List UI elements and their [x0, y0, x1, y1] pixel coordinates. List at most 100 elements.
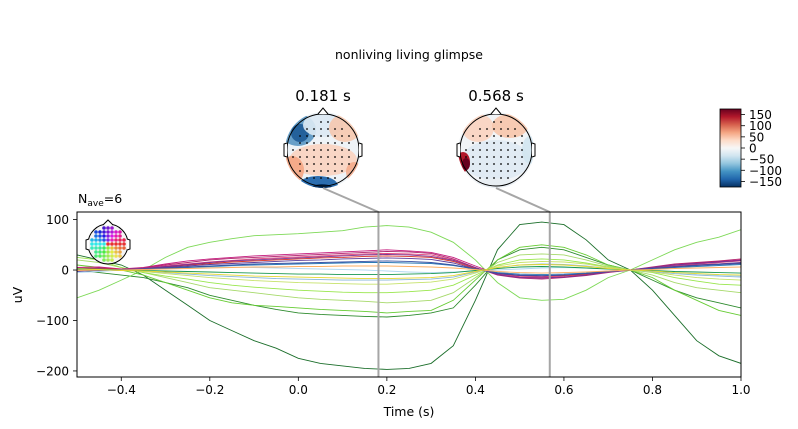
inset-sensor-dot [102, 226, 106, 230]
inset-sensor-dot [94, 246, 98, 250]
sensor-dot [348, 142, 350, 144]
sensor-dot [486, 156, 488, 158]
y-tick-label: −100 [36, 314, 69, 328]
sensor-dot [514, 128, 516, 130]
sensor-dot [348, 149, 350, 151]
sensor-dot [500, 128, 502, 130]
sensor-dot [514, 163, 516, 165]
inset-sensor-dot [106, 226, 110, 230]
x-tick-label: 0.4 [466, 383, 485, 397]
inset-sensor-dot [98, 250, 102, 254]
inset-sensor-dot [106, 258, 110, 262]
sensor-dot [479, 170, 481, 172]
sensor-dot [334, 177, 336, 179]
sensor-dot [493, 170, 495, 172]
inset-sensor-dot [94, 242, 98, 246]
inset-sensor-dot [98, 234, 102, 238]
sensor-dot [320, 170, 322, 172]
inset-sensor-dot [94, 230, 98, 234]
connector-1 [322, 187, 379, 213]
sensor-dot [334, 149, 336, 151]
topomap-2-field [458, 112, 534, 188]
y-axis-label: uV [10, 286, 25, 303]
inset-sensor-dot [110, 254, 114, 258]
colorbar-gradient [719, 108, 742, 188]
butterfly-plot: −0.4 −0.2 0.0 0.2 0.4 0.6 0.8 1.0 1000−100−200 … [10, 191, 751, 419]
sensor-dot [341, 163, 343, 165]
sensor-dot [327, 135, 329, 137]
sensor-dot [327, 121, 329, 123]
x-tick-label: 0.2 [377, 383, 396, 397]
sensor-dot [493, 156, 495, 158]
inset-sensor-dot [90, 242, 94, 246]
sensor-dot [479, 163, 481, 165]
sensor-dot [507, 163, 509, 165]
topomap-1-time-label: 0.181 s [295, 87, 351, 105]
inset-sensor-dot [110, 246, 114, 250]
nave-annotation: Nave=6 [78, 191, 122, 209]
inset-sensor-dot [106, 250, 110, 254]
sensor-dot [521, 142, 523, 144]
inset-sensor-dot [98, 238, 102, 242]
inset-sensor-dot [98, 254, 102, 258]
sensor-dot [493, 149, 495, 151]
sensor-dot [299, 170, 301, 172]
sensor-dot [507, 128, 509, 130]
inset-sensor-dot [118, 250, 122, 254]
sensor-dot [341, 142, 343, 144]
sensor-dot [327, 128, 329, 130]
sensor-dot [514, 135, 516, 137]
sensor-dot [348, 156, 350, 158]
topomap-2: 0.568 s [456, 87, 536, 188]
inset-sensor-dot [106, 238, 110, 242]
sensor-dot [479, 142, 481, 144]
inset-sensor-dot [114, 230, 118, 234]
sensor-dot [299, 156, 301, 158]
sensor-dot [472, 156, 474, 158]
sensor-dot [479, 128, 481, 130]
sensor-dot [313, 135, 315, 137]
sensor-dot [507, 142, 509, 144]
connector-2 [495, 187, 551, 213]
x-tick-label: 1.0 [731, 383, 750, 397]
sensor-dot [472, 149, 474, 151]
sensor-dot [327, 177, 329, 179]
inset-sensor-dot [102, 250, 106, 254]
inset-sensor-dot [118, 230, 122, 234]
inset-sensor-dot [98, 242, 102, 246]
sensor-dot [507, 170, 509, 172]
topomap-1: 0.181 s [283, 87, 363, 188]
inset-sensor-dot [114, 250, 118, 254]
sensor-dot [486, 142, 488, 144]
sensor-dot [472, 135, 474, 137]
inset-sensor-dot [110, 226, 114, 230]
sensor-dot [313, 177, 315, 179]
sensor-dot [521, 163, 523, 165]
series-line-1 [77, 221, 741, 370]
x-tick-label: 0.0 [289, 383, 308, 397]
sensor-dot [320, 149, 322, 151]
sensor-dot [334, 135, 336, 137]
inset-sensor-dot [98, 246, 102, 250]
inset-sensor-dot [110, 242, 114, 246]
sensor-dot [500, 142, 502, 144]
sensor-dot [500, 121, 502, 123]
plot-frame [76, 211, 742, 378]
sensor-dot [313, 149, 315, 151]
sensor-dot [493, 177, 495, 179]
nave-prefix: N [78, 191, 87, 206]
sensor-dot [299, 163, 301, 165]
sensor-dot [341, 128, 343, 130]
sensor-dot [486, 128, 488, 130]
sensor-dot [507, 177, 509, 179]
sensor-dot [514, 142, 516, 144]
sensor-dot [500, 156, 502, 158]
inset-sensor-dot [114, 234, 118, 238]
inset-sensor-dot [106, 254, 110, 258]
sensor-dot [320, 128, 322, 130]
sensor-dot [313, 156, 315, 158]
inset-sensor-dot [102, 246, 106, 250]
inset-sensor-dot [114, 242, 118, 246]
sensor-dot [292, 156, 294, 158]
